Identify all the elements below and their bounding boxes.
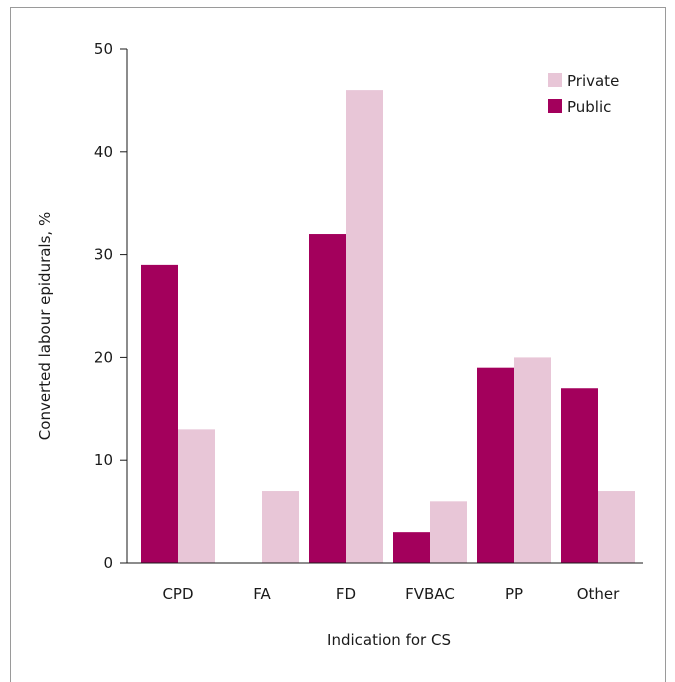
bar-private-fvbac <box>430 501 467 563</box>
x-tick-label: FVBAC <box>405 585 455 603</box>
y-tick-label: 30 <box>94 246 113 264</box>
y-tick-label: 40 <box>94 143 113 161</box>
x-axis-title: Indication for CS <box>327 631 451 649</box>
y-ticks-group: 0 10 20 30 40 50 <box>94 40 127 572</box>
x-tick-label: CPD <box>162 585 193 603</box>
legend-label-public: Public <box>567 98 611 116</box>
bars-group <box>141 90 635 564</box>
x-tick-label: FA <box>253 585 271 603</box>
bar-private-fd <box>346 90 383 564</box>
bar-public-other <box>561 388 598 563</box>
bar-public-pp <box>477 367 514 563</box>
x-tick-labels-group: CPD FA FD FVBAC PP Other <box>162 585 620 603</box>
bar-public-fd <box>309 234 346 564</box>
x-tick-label: Other <box>577 585 620 603</box>
y-tick-label: 10 <box>94 451 113 469</box>
legend-swatch-public <box>548 99 562 113</box>
y-tick-label: 50 <box>94 40 113 58</box>
bar-private-pp <box>514 357 551 563</box>
bar-public-cpd <box>141 264 178 563</box>
y-tick-label: 0 <box>103 554 113 572</box>
bar-public-fvbac <box>393 532 430 563</box>
figure-frame <box>10 7 666 682</box>
legend-label-private: Private <box>567 72 619 90</box>
legend: Private Public <box>548 72 619 116</box>
y-axis-title: Converted labour epidurals, % <box>36 212 54 440</box>
y-tick-label: 20 <box>94 348 113 366</box>
bar-private-fa <box>262 491 299 563</box>
x-tick-label: FD <box>336 585 356 603</box>
legend-swatch-private <box>548 73 562 87</box>
x-tick-label: PP <box>505 585 523 603</box>
bar-private-cpd <box>178 429 215 563</box>
bar-private-other <box>598 491 635 563</box>
